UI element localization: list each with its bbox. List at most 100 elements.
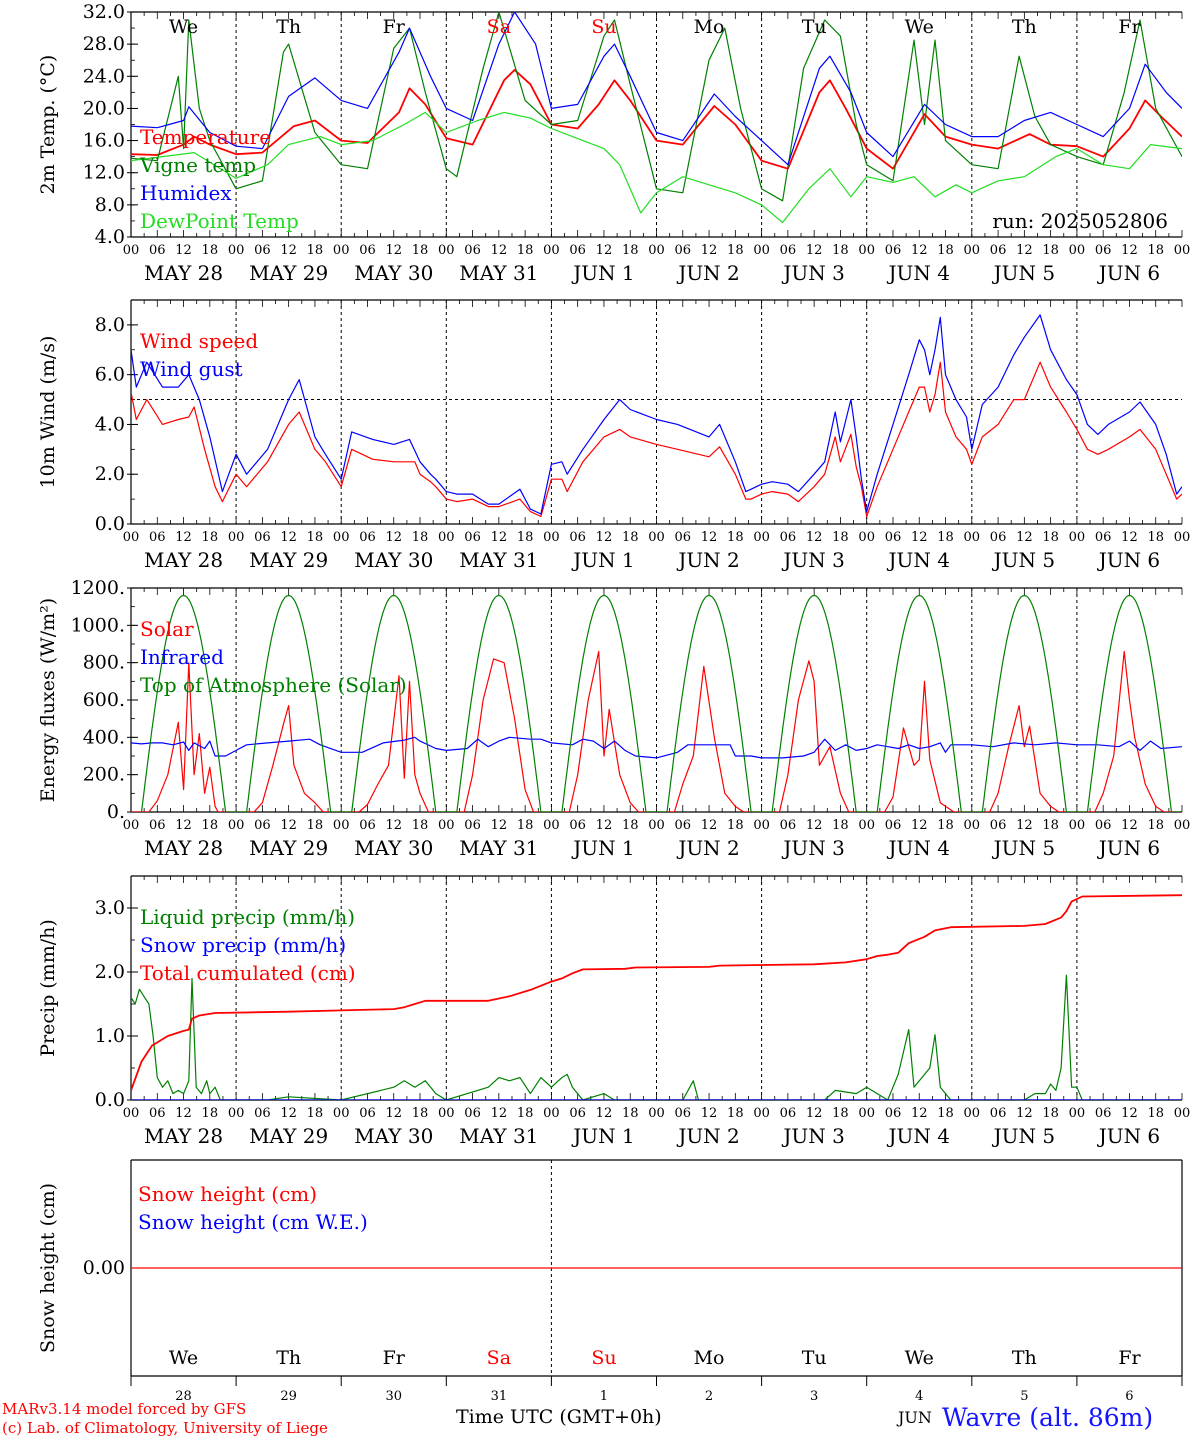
energy-series-group (131, 594, 1182, 812)
hour-tick-label: 12 (701, 1106, 718, 1121)
date-label: JUN 5 (992, 1124, 1055, 1148)
hour-tick-label: 00 (858, 530, 875, 545)
legend-entry: Humidex (140, 181, 232, 205)
series-line-total-cumulated-cm- (131, 894, 1182, 1091)
temp-series-group (131, 12, 1182, 224)
date-label: JUN 6 (1097, 1124, 1160, 1148)
hour-tick-label: 06 (569, 818, 586, 833)
day-number-label: 5 (1020, 1389, 1028, 1404)
hour-tick-label: 18 (1042, 243, 1059, 258)
hour-tick-label: 00 (543, 530, 560, 545)
hour-tick-label: 18 (412, 818, 429, 833)
hour-tick-label: 06 (149, 818, 166, 833)
precip-panel: 00 06 12 18 00 06 12 18 00 06 12 18 00 06 12 18 00 06 12 18… (37, 875, 1190, 1148)
series-line-top-of-atmosphere-solar- (140, 594, 1182, 812)
legend-entry: Wind gust (140, 357, 243, 381)
y-tick-label: 1000. (71, 614, 125, 636)
day-number-label: 1 (600, 1389, 608, 1404)
day-number-label: 4 (915, 1389, 923, 1404)
hour-tick-label: 00 (648, 818, 665, 833)
hour-tick-label: 06 (464, 818, 481, 833)
date-label: JUN 1 (571, 1124, 634, 1148)
legend-entry: Liquid precip (mm/h) (140, 905, 355, 929)
y-tick-label: 8.0 (95, 314, 125, 336)
copyright-credit: (c) Lab. of Climatology, University of L… (2, 1419, 328, 1437)
hour-tick-label: 06 (990, 1106, 1007, 1121)
hour-tick-label: 18 (832, 1106, 849, 1121)
hour-tick-label: 12 (1016, 243, 1033, 258)
hour-tick-label: 12 (806, 1106, 823, 1121)
hour-tick-label: 00 (543, 1106, 560, 1121)
weekday-label: Tu (802, 16, 827, 38)
hour-tick-label: 06 (359, 818, 376, 833)
hour-tick-label: 18 (622, 818, 639, 833)
y-tick-label: 0.0 (95, 513, 125, 535)
date-label: JUN 2 (676, 548, 739, 572)
series-line-infrared (131, 736, 1182, 759)
hour-tick-label: 00 (438, 818, 455, 833)
hour-tick-label: 06 (569, 243, 586, 258)
weekday-label: Th (276, 16, 301, 38)
hour-tick-label: 06 (254, 243, 271, 258)
hour-tick-label: 00 (964, 243, 981, 258)
hour-tick-label: 00 (858, 1106, 875, 1121)
hour-tick-label: 06 (780, 1106, 797, 1121)
date-label: MAY 28 (144, 261, 223, 285)
y-tick-label: 2.0 (95, 961, 125, 983)
date-label: MAY 30 (354, 548, 433, 572)
hour-tick-label: 00 (333, 530, 350, 545)
hour-tick-label: 18 (1147, 530, 1164, 545)
hour-tick-label: 06 (149, 530, 166, 545)
hour-tick-label: 12 (385, 818, 402, 833)
hour-tick-label: 00 (648, 530, 665, 545)
snow-panel: We Th Fr Sa Su Mo Tu We Th Fr 28 29 30 31 1 2 3 4 5 6 0.00 Sn… (37, 1159, 1183, 1404)
y-tick-label: 0.00 (83, 1257, 125, 1279)
hour-tick-label: 00 (753, 1106, 770, 1121)
hour-tick-label: 12 (911, 243, 928, 258)
wind-series-group (131, 314, 1182, 518)
hour-tick-label: 18 (307, 818, 324, 833)
legend-entry: Vigne temp (139, 153, 256, 177)
wind-y-axis-label: 10m Wind (m/s) (37, 336, 59, 489)
hour-tick-label: 12 (911, 818, 928, 833)
hour-tick-label: 18 (517, 530, 534, 545)
date-label: MAY 28 (144, 548, 223, 572)
hour-tick-label: 06 (885, 1106, 902, 1121)
date-label: MAY 29 (249, 836, 328, 860)
hour-tick-label: 00 (123, 243, 140, 258)
hour-tick-label: 12 (911, 530, 928, 545)
hour-tick-label: 18 (412, 530, 429, 545)
hour-tick-label: 18 (307, 243, 324, 258)
weekday-label: Mo (694, 16, 725, 38)
hour-tick-label: 00 (1069, 1106, 1086, 1121)
hour-tick-label: 06 (780, 818, 797, 833)
hour-tick-label: 06 (569, 530, 586, 545)
hour-tick-label: 00 (123, 818, 140, 833)
station-name: Wavre (alt. 86m) (942, 1403, 1154, 1432)
date-label: JUN 1 (571, 548, 634, 572)
y-tick-label: 24.0 (83, 65, 125, 87)
hour-tick-label: 06 (464, 530, 481, 545)
hour-tick-label: 18 (202, 818, 219, 833)
hour-tick-label: 06 (780, 530, 797, 545)
date-label: JUN 6 (1097, 548, 1160, 572)
hour-tick-label: 18 (727, 530, 744, 545)
hour-tick-label: 06 (149, 243, 166, 258)
weekday-label: Sa (487, 1347, 511, 1369)
hour-tick-label: 00 (753, 243, 770, 258)
hour-tick-label: 06 (675, 530, 692, 545)
hour-tick-label: 18 (517, 818, 534, 833)
series-line-wind-gust (131, 314, 1182, 515)
hour-tick-label: 12 (175, 530, 192, 545)
hour-tick-label: 12 (1121, 243, 1138, 258)
weekday-label: We (905, 1347, 934, 1369)
hour-tick-label: 18 (622, 1106, 639, 1121)
hour-tick-label: 12 (806, 818, 823, 833)
date-label: MAY 31 (459, 261, 538, 285)
hour-tick-label: 18 (622, 530, 639, 545)
hour-tick-label: 06 (464, 243, 481, 258)
y-tick-label: 4.0 (95, 226, 125, 248)
y-tick-label: 200. (83, 764, 125, 786)
legend-entry: Wind speed (140, 329, 258, 353)
date-label: JUN 3 (781, 548, 844, 572)
